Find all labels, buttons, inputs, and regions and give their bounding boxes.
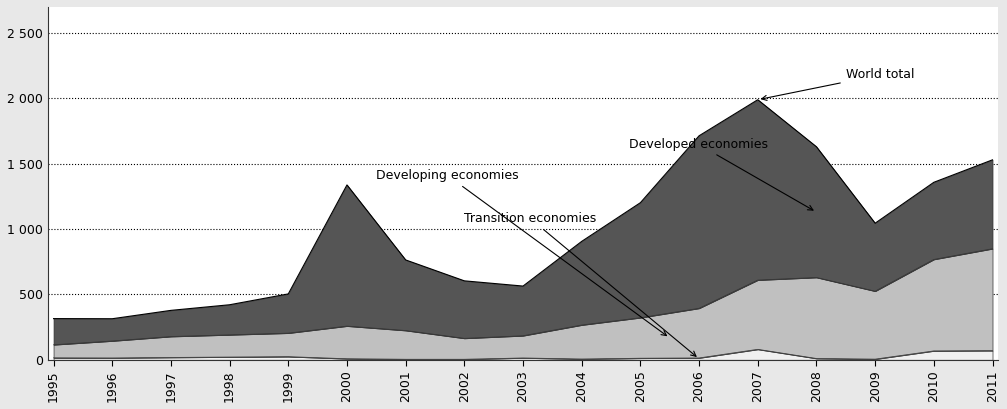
Text: Transition economies: Transition economies <box>464 212 696 356</box>
Text: Developed economies: Developed economies <box>628 138 813 210</box>
Text: Developing economies: Developing economies <box>377 169 667 335</box>
Text: World total: World total <box>761 68 914 100</box>
